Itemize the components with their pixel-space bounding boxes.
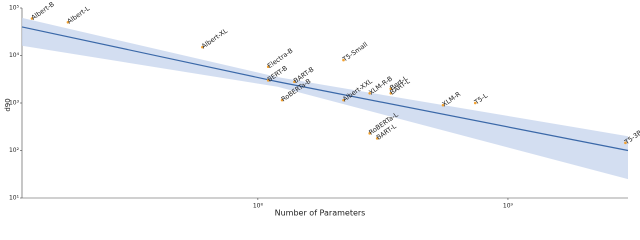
point-label: XLM-R — [441, 90, 463, 109]
chart: Number of Parameters d90 10¹ 10² 10³ 10⁴ 10⁵… — [4, 0, 640, 218]
point — [389, 92, 393, 95]
point — [280, 98, 284, 102]
y-tick-label: 10⁵ — [9, 5, 20, 12]
point — [389, 87, 393, 91]
point — [624, 141, 627, 145]
point — [293, 80, 296, 84]
point — [342, 98, 345, 102]
confidence-band — [22, 17, 628, 180]
x-axis-label: Number of Parameters — [275, 209, 366, 218]
point — [441, 103, 445, 107]
point-label: T5-L — [472, 91, 489, 106]
point-label: T5-Small — [340, 40, 369, 64]
x-tick-label: 10⁸ — [253, 203, 264, 210]
fit-line — [21, 26, 629, 152]
point — [368, 92, 371, 95]
y-axis-label: d90 — [4, 98, 12, 111]
point — [266, 65, 270, 69]
point-label: Albert-B — [30, 0, 56, 22]
y-tick-label: 10² — [9, 147, 20, 154]
point — [342, 58, 345, 62]
x-tick-label: 10⁹ — [503, 203, 514, 210]
point — [66, 20, 70, 24]
point — [375, 137, 379, 140]
point — [266, 79, 270, 82]
y-tick-label: 10³ — [9, 100, 20, 107]
point — [473, 101, 477, 105]
point — [368, 132, 371, 135]
point — [201, 45, 204, 49]
point-label: Albert-L — [66, 4, 92, 25]
y-tick-label: 10¹ — [9, 195, 20, 202]
point — [30, 17, 34, 20]
y-tick-label: 10⁴ — [9, 52, 20, 59]
point-label: Albert-XL — [200, 27, 229, 51]
